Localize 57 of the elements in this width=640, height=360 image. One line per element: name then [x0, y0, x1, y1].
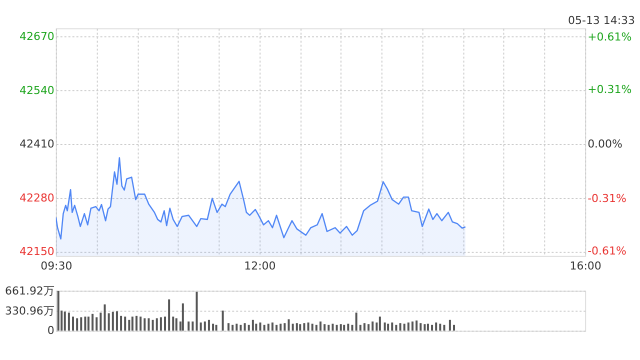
x-tick-label: 16:00	[570, 259, 602, 272]
y2-tick-label: 0.00%	[588, 138, 622, 151]
bar	[136, 316, 138, 331]
bar	[140, 316, 142, 331]
bar	[424, 324, 426, 331]
bar	[324, 324, 326, 331]
y2-tick-label: +0.61%	[588, 30, 632, 44]
y-tick-label: 42670	[20, 30, 54, 43]
x-tick-label: 12:00	[244, 259, 276, 272]
bar	[420, 323, 422, 331]
y-tick-label: 42280	[20, 191, 54, 204]
bar	[84, 316, 86, 331]
bar	[359, 324, 362, 331]
y2-tick-label: -0.61%	[588, 244, 626, 258]
bar	[112, 312, 114, 331]
bar	[57, 290, 60, 331]
bar	[255, 324, 258, 331]
bar	[80, 317, 82, 331]
bar	[378, 316, 381, 331]
bar	[172, 316, 174, 331]
bar	[328, 324, 330, 331]
bar	[131, 316, 134, 331]
x-tick-label: 09:30	[40, 259, 72, 272]
bar	[200, 322, 202, 331]
y-tick-label: 0	[47, 324, 54, 338]
bar	[196, 292, 198, 331]
bar	[259, 322, 262, 331]
bar	[296, 323, 298, 331]
y-tick-label: 42540	[20, 84, 54, 97]
bar	[384, 322, 386, 331]
y-tick-label: 661.92万	[5, 284, 54, 298]
text: 05-13 14:33	[568, 14, 636, 28]
bar	[263, 324, 266, 331]
bar	[443, 324, 446, 331]
bar	[236, 324, 238, 331]
bar	[168, 299, 170, 331]
y-tick-label: 330.96万	[5, 304, 54, 318]
bar	[355, 312, 358, 331]
bar	[182, 303, 184, 331]
bar	[104, 304, 106, 331]
bar	[292, 324, 294, 331]
bar	[387, 324, 390, 331]
bar	[108, 313, 110, 331]
bar	[204, 322, 206, 331]
bar	[76, 318, 78, 331]
y-tick-label: 42410	[20, 138, 54, 151]
y2-tick-label: -0.31%	[588, 192, 626, 205]
bar	[332, 324, 334, 331]
bar	[228, 323, 230, 331]
bar	[416, 320, 418, 331]
bar	[144, 318, 146, 331]
bar	[222, 310, 224, 331]
bar	[320, 322, 322, 331]
bar	[208, 320, 210, 331]
y-tick-label: 42150	[20, 245, 54, 258]
y2-tick-label: +0.31%	[588, 83, 632, 96]
bar	[232, 324, 234, 331]
